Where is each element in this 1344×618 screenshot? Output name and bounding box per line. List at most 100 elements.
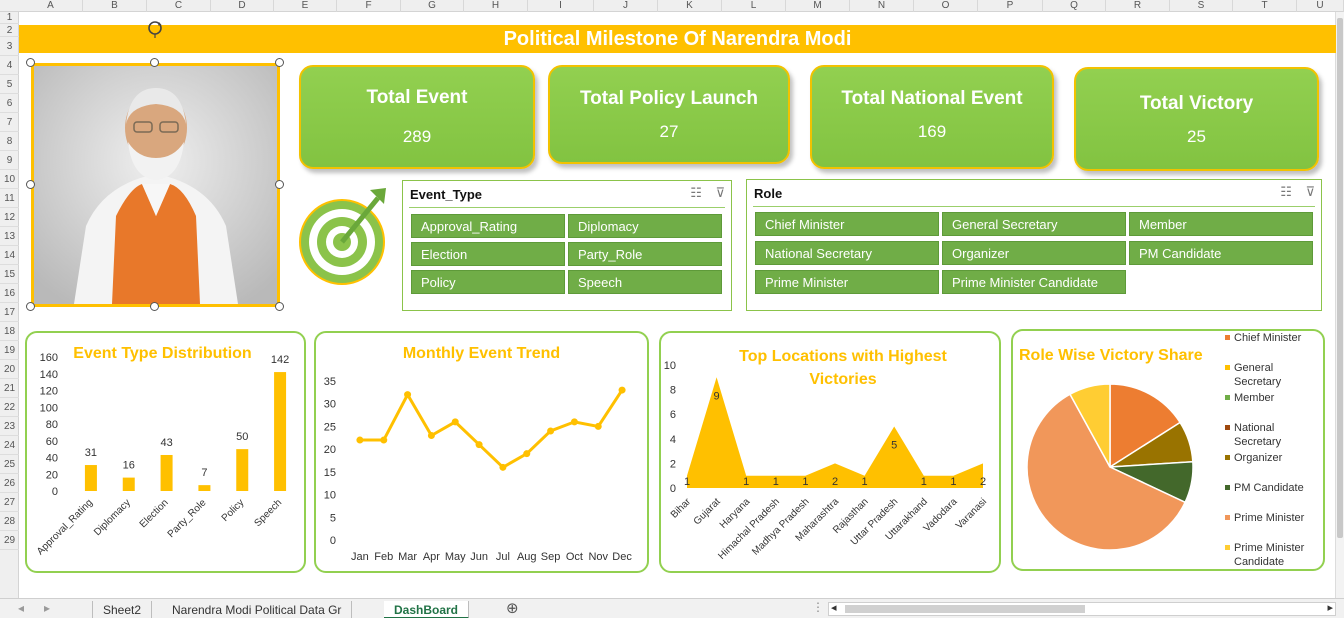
chart-event-type-distribution[interactable]: Event Type Distribution 160 140 120 100 80 60… xyxy=(25,331,306,573)
column-header[interactable]: I xyxy=(528,0,594,12)
row-header[interactable]: 1 xyxy=(0,12,19,24)
row-header[interactable]: 10 xyxy=(0,170,19,189)
slicer-item[interactable]: Prime Minister Candidate xyxy=(942,270,1126,294)
resize-handle[interactable] xyxy=(275,58,284,67)
slicer-event-type[interactable]: Event_Type ☷ ⊽ Approval_Rating Diplomacy… xyxy=(402,180,732,311)
column-header[interactable]: L xyxy=(722,0,786,12)
tab-scroll-right-icon[interactable]: ▸ xyxy=(44,601,51,615)
column-header[interactable]: A xyxy=(19,0,83,12)
resize-handle[interactable] xyxy=(26,58,35,67)
rotate-handle-icon[interactable] xyxy=(145,18,165,38)
row-header[interactable]: 12 xyxy=(0,208,19,227)
slicer-item[interactable]: Member xyxy=(1129,212,1313,236)
column-header[interactable]: P xyxy=(978,0,1043,12)
column-header[interactable]: K xyxy=(658,0,722,12)
chart-role-wise-victory-share[interactable]: Role Wise Victory Share Chief Minister Ge… xyxy=(1011,329,1325,571)
column-header[interactable]: U xyxy=(1297,0,1344,12)
slicer-item[interactable]: Diplomacy xyxy=(568,214,722,238)
row-header[interactable]: 7 xyxy=(0,113,19,132)
row-header[interactable]: 26 xyxy=(0,474,19,493)
slicer-item[interactable]: Prime Minister xyxy=(755,270,939,294)
more-options-icon[interactable]: ⋮ xyxy=(812,600,824,614)
row-header[interactable]: 29 xyxy=(0,531,19,550)
column-header[interactable]: J xyxy=(594,0,658,12)
column-header[interactable]: E xyxy=(274,0,337,12)
kpi-card-total-national-event[interactable]: Total National Event 169 xyxy=(810,65,1054,169)
row-header[interactable]: 6 xyxy=(0,94,19,113)
column-header[interactable]: O xyxy=(914,0,978,12)
column-header[interactable]: D xyxy=(211,0,274,12)
resize-handle[interactable] xyxy=(26,302,35,311)
row-header[interactable]: 13 xyxy=(0,227,19,246)
scroll-left-icon[interactable]: ◂ xyxy=(831,602,837,614)
slicer-item[interactable]: Approval_Rating xyxy=(411,214,565,238)
horizontal-scrollbar[interactable]: ◂ ▸ xyxy=(828,602,1336,616)
add-sheet-icon[interactable]: ⊕ xyxy=(506,600,519,617)
clear-filter-icon[interactable]: ⊽ xyxy=(1305,184,1315,199)
column-header[interactable]: F xyxy=(337,0,401,12)
row-header[interactable]: 5 xyxy=(0,75,19,94)
slicer-role[interactable]: Role ☷ ⊽ Chief Minister General Secretar… xyxy=(746,179,1322,311)
row-header[interactable]: 20 xyxy=(0,360,19,379)
row-header[interactable]: 27 xyxy=(0,493,19,512)
column-header[interactable]: Q xyxy=(1043,0,1106,12)
column-header[interactable]: G xyxy=(401,0,464,12)
resize-handle[interactable] xyxy=(150,58,159,67)
row-header[interactable]: 21 xyxy=(0,379,19,398)
slicer-item[interactable]: National Secretary xyxy=(755,241,939,265)
column-header[interactable]: M xyxy=(786,0,850,12)
row-header[interactable]: 25 xyxy=(0,455,19,474)
row-header[interactable]: 22 xyxy=(0,398,19,417)
column-header[interactable]: C xyxy=(147,0,211,12)
portrait-photo[interactable] xyxy=(31,63,280,307)
row-header[interactable]: 8 xyxy=(0,132,19,151)
slicer-item[interactable]: PM Candidate xyxy=(1129,241,1313,265)
vertical-scrollbar[interactable] xyxy=(1335,12,1344,598)
column-header[interactable]: S xyxy=(1170,0,1233,12)
row-header[interactable]: 18 xyxy=(0,322,19,341)
resize-handle[interactable] xyxy=(275,302,284,311)
resize-handle[interactable] xyxy=(150,302,159,311)
chart-monthly-event-trend[interactable]: Monthly Event Trend 35 30 25 20 15 10 5 0 Jan Feb… xyxy=(314,331,649,573)
slicer-item[interactable]: Chief Minister xyxy=(755,212,939,236)
row-header[interactable]: 3 xyxy=(0,37,19,56)
column-header[interactable]: R xyxy=(1106,0,1170,12)
row-header[interactable]: 16 xyxy=(0,284,19,303)
column-header[interactable]: H xyxy=(464,0,528,12)
chart-top-locations-victories[interactable]: Top Locations with Highest Victories 10 8… xyxy=(659,331,1001,573)
resize-handle[interactable] xyxy=(275,180,284,189)
multi-select-icon[interactable]: ☷ xyxy=(1280,184,1292,199)
kpi-card-total-policy-launch[interactable]: Total Policy Launch 27 xyxy=(548,65,790,164)
tab-scroll-left-icon[interactable]: ◂ xyxy=(18,601,25,615)
row-header[interactable]: 2 xyxy=(0,24,19,37)
kpi-card-total-victory[interactable]: Total Victory 25 xyxy=(1074,67,1319,171)
row-header[interactable]: 28 xyxy=(0,512,19,531)
slicer-item[interactable]: Party_Role xyxy=(568,242,722,266)
multi-select-icon[interactable]: ☷ xyxy=(690,185,702,200)
tab-narendra-modi-political-data[interactable]: Narendra Modi Political Data Gr xyxy=(162,601,353,618)
column-header[interactable]: N xyxy=(850,0,914,12)
scroll-right-icon[interactable]: ▸ xyxy=(1327,602,1333,614)
slicer-item[interactable]: Election xyxy=(411,242,565,266)
row-header[interactable]: 14 xyxy=(0,246,19,265)
row-header[interactable]: 9 xyxy=(0,151,19,170)
row-header[interactable]: 24 xyxy=(0,436,19,455)
resize-handle[interactable] xyxy=(26,180,35,189)
slicer-item[interactable]: Policy xyxy=(411,270,565,294)
slicer-item[interactable]: Organizer xyxy=(942,241,1126,265)
row-header[interactable]: 17 xyxy=(0,303,19,322)
row-header[interactable]: 4 xyxy=(0,56,19,75)
scrollbar-thumb[interactable] xyxy=(1337,18,1343,538)
tab-sheet2[interactable]: Sheet2 xyxy=(92,601,153,618)
row-header[interactable]: 15 xyxy=(0,265,19,284)
tab-dashboard[interactable]: DashBoard xyxy=(384,601,470,618)
column-header[interactable]: B xyxy=(83,0,147,12)
kpi-card-total-event[interactable]: Total Event 289 xyxy=(299,65,535,169)
row-header[interactable]: 11 xyxy=(0,189,19,208)
slicer-item[interactable]: Speech xyxy=(568,270,722,294)
slicer-item[interactable]: General Secretary xyxy=(942,212,1126,236)
scrollbar-thumb[interactable] xyxy=(845,605,1085,613)
column-header[interactable]: T xyxy=(1233,0,1297,12)
row-header[interactable]: 23 xyxy=(0,417,19,436)
clear-filter-icon[interactable]: ⊽ xyxy=(715,185,725,200)
